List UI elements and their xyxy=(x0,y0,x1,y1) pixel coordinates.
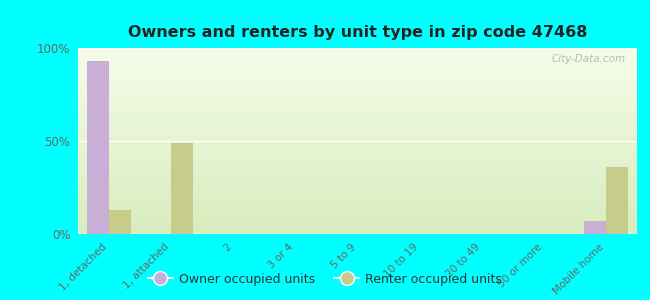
Bar xyxy=(171,143,193,234)
Bar xyxy=(87,61,109,234)
Bar xyxy=(584,221,606,234)
Title: Owners and renters by unit type in zip code 47468: Owners and renters by unit type in zip c… xyxy=(128,25,587,40)
Text: City-Data.com: City-Data.com xyxy=(552,54,626,64)
Legend: Owner occupied units, Renter occupied units: Owner occupied units, Renter occupied un… xyxy=(143,268,507,291)
Bar xyxy=(109,210,131,234)
Bar xyxy=(606,167,628,234)
